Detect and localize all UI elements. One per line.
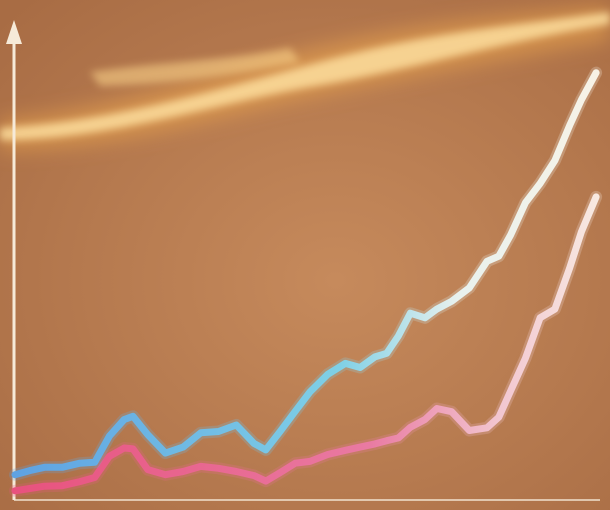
- light-streak-upper: [90, 48, 300, 86]
- series-line-lower: [11, 193, 600, 495]
- series-line-upper-glow: [9, 66, 603, 481]
- series-line-lower-group: [9, 190, 603, 497]
- y-axis-arrowhead: [6, 20, 22, 44]
- series-layer: [9, 66, 603, 497]
- series-line-upper: [11, 69, 600, 479]
- series-line-upper-group: [9, 66, 603, 481]
- y-axis: [6, 20, 22, 500]
- light-streak-core: [0, 12, 610, 140]
